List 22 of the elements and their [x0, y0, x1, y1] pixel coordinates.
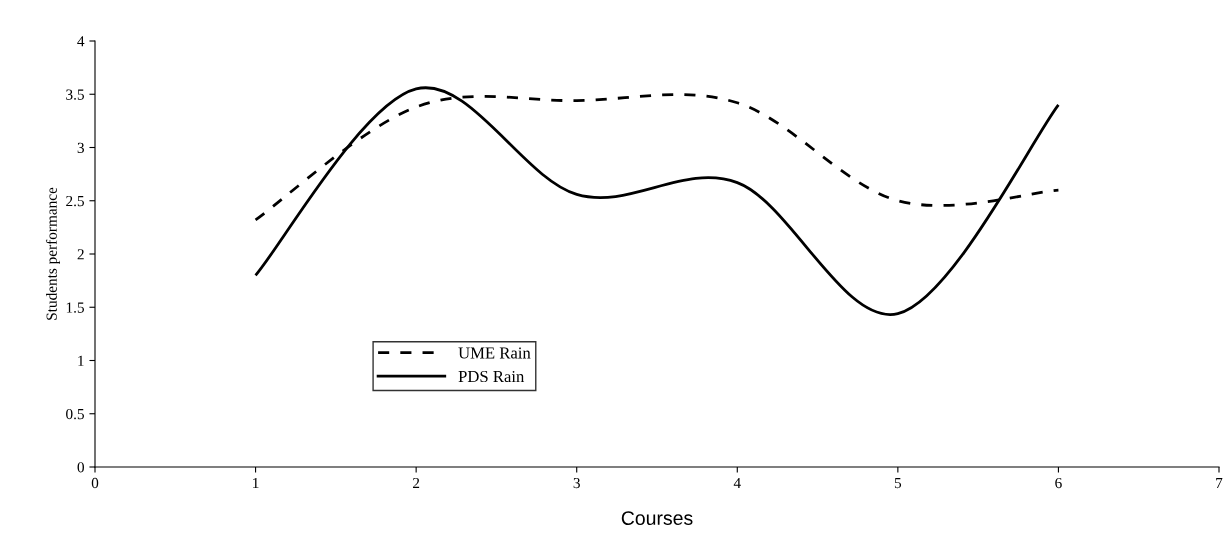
x-tick-label: 6	[1055, 477, 1062, 489]
x-tick-label: 5	[894, 478, 902, 489]
x-tick-label: 3	[573, 477, 580, 489]
legend-label: UME Rain	[458, 347, 531, 359]
y-tick-label: 2.5	[66, 195, 84, 207]
y-tick-label: 3.5	[66, 89, 84, 100]
x-tick-label: 4	[733, 477, 741, 489]
y-tick-label: 0.5	[66, 408, 84, 420]
legend-label: PDS Rain	[458, 370, 525, 383]
y-axis-title: Students performance	[45, 187, 60, 320]
y-tick-label: 2	[77, 249, 84, 260]
x-tick-label: 2	[412, 477, 420, 489]
x-tick-label: 7	[1216, 478, 1223, 489]
y-tick-label: 1.5	[66, 302, 84, 313]
y-tick-label: 0	[77, 462, 84, 473]
x-tick-label: 0	[91, 477, 99, 489]
y-tick-label: 3	[77, 142, 84, 153]
line-series	[254, 86, 1060, 316]
x-tick-label: 1	[253, 477, 259, 489]
x-axis-title: Courses	[621, 511, 693, 525]
y-tick-label: 1	[78, 355, 84, 366]
y-tick-label: 4	[77, 36, 85, 47]
